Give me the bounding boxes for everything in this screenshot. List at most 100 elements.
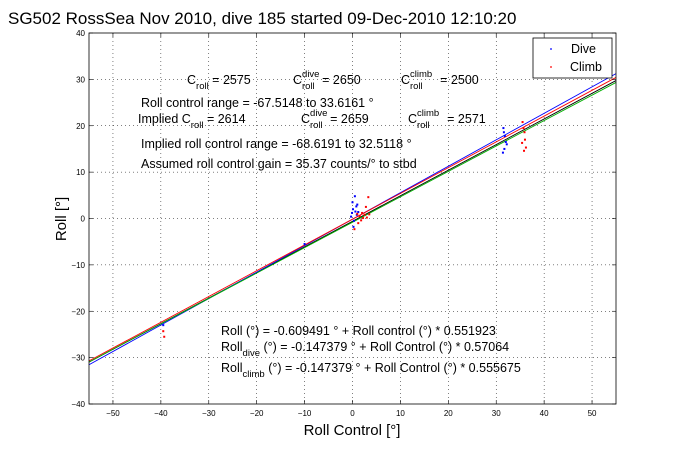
y-tick-label: −20 bbox=[71, 307, 85, 316]
x-tick-label: 10 bbox=[396, 409, 405, 418]
y-tick-label: 30 bbox=[76, 75, 85, 84]
croll-c: C bbox=[187, 73, 196, 87]
y-tick-label: 40 bbox=[76, 29, 85, 38]
dive-point bbox=[502, 131, 505, 134]
eq-climb-post: (°) = -0.147379 ° + Roll Control (°) * 0… bbox=[265, 361, 521, 375]
x-tick-label: −30 bbox=[202, 409, 216, 418]
legend: Dive Climb bbox=[532, 37, 613, 79]
climb-point bbox=[365, 216, 368, 219]
y-tick-label: 0 bbox=[81, 215, 86, 224]
data-points bbox=[162, 121, 527, 338]
y-tick-label: −10 bbox=[71, 261, 85, 270]
chart-title: SG502 RossSea Nov 2010, dive 185 started… bbox=[8, 9, 516, 28]
climb-point bbox=[163, 335, 166, 338]
legend-climb-marker bbox=[550, 66, 552, 68]
x-tick-label: 0 bbox=[350, 409, 355, 418]
dive-point bbox=[352, 219, 355, 222]
eq-dive-sub: dive bbox=[243, 348, 260, 359]
dive-point bbox=[503, 147, 506, 150]
y-tick-label: 20 bbox=[76, 122, 85, 131]
dive-point bbox=[505, 143, 508, 146]
x-tick-label: −40 bbox=[154, 409, 168, 418]
y-tick-label: −30 bbox=[71, 354, 85, 363]
dive-point bbox=[356, 203, 359, 206]
climb-point bbox=[357, 222, 360, 225]
x-tick-label: 40 bbox=[540, 409, 549, 418]
equation-roll: Roll (°) = -0.609491 ° + Roll control (°… bbox=[221, 324, 496, 338]
dive-point bbox=[303, 243, 306, 246]
dive-point bbox=[502, 127, 505, 130]
annotation-gain: Assumed roll control gain = 35.37 counts… bbox=[141, 157, 417, 171]
x-tick-label: 50 bbox=[588, 409, 597, 418]
implied-dive-value: = 2659 bbox=[327, 112, 369, 126]
dive-point bbox=[354, 210, 357, 213]
implied-climb-c: C bbox=[408, 112, 417, 126]
climb-point bbox=[523, 131, 526, 134]
ticks: −50 −40 −30 −20 −10 0 10 20 30 40 50 −40 −30 −20 −10 0 1… bbox=[71, 29, 616, 418]
dive-point bbox=[351, 211, 354, 214]
equation-roll-climb: Rollclimb (°) = -0.147379 ° + Roll Contr… bbox=[221, 361, 521, 380]
climb-point bbox=[521, 121, 524, 124]
croll-dive-sub: roll bbox=[302, 81, 315, 92]
dive-point bbox=[351, 208, 354, 211]
dive-point bbox=[504, 140, 507, 143]
dive-point bbox=[501, 151, 504, 154]
croll-climb-c: C bbox=[401, 73, 410, 87]
x-tick-label: −10 bbox=[298, 409, 312, 418]
climb-point bbox=[162, 330, 165, 333]
eq-dive-pre: Roll bbox=[221, 340, 243, 354]
climb-point bbox=[356, 212, 359, 215]
implied-dive-c: C bbox=[301, 112, 310, 126]
fit-line bbox=[88, 82, 617, 363]
croll-sub: roll bbox=[196, 81, 209, 92]
dive-point bbox=[162, 324, 165, 327]
eq-dive-post: (°) = -0.147379 ° + Roll Control (°) * 0… bbox=[260, 340, 509, 354]
implied-value: = 2614 bbox=[203, 112, 245, 126]
x-tick-label: −50 bbox=[106, 409, 120, 418]
dive-point bbox=[350, 215, 353, 218]
x-axis-label: Roll Control [°] bbox=[304, 422, 401, 439]
dive-point bbox=[353, 195, 356, 198]
x-tick-label: 30 bbox=[492, 409, 501, 418]
x-tick-label: 20 bbox=[444, 409, 453, 418]
climb-point bbox=[368, 213, 371, 216]
dive-point bbox=[351, 201, 354, 204]
climb-point bbox=[363, 213, 366, 216]
climb-point bbox=[367, 196, 370, 199]
plot-area bbox=[89, 33, 616, 404]
y-tick-label: −40 bbox=[71, 400, 85, 409]
climb-point bbox=[353, 228, 356, 231]
dive-point bbox=[357, 211, 360, 214]
climb-point bbox=[521, 141, 524, 144]
climb-point bbox=[361, 211, 364, 214]
fit-lines bbox=[88, 73, 617, 366]
implied-climb-sub: roll bbox=[417, 120, 430, 131]
climb-point bbox=[523, 149, 526, 152]
climb-point bbox=[358, 215, 361, 218]
croll-dive-c: C bbox=[293, 73, 302, 87]
climb-point bbox=[522, 127, 525, 130]
annotation-range: Roll control range = -67.5148 to 33.6161… bbox=[141, 96, 374, 110]
climb-point bbox=[364, 205, 367, 208]
implied-climb-sup: climb bbox=[417, 108, 439, 119]
equation-roll-dive: Rolldive (°) = -0.147379 ° + Roll Contro… bbox=[221, 340, 509, 359]
legend-box bbox=[532, 37, 613, 79]
svg-text:Implied Croll = 2614: Implied Croll = 2614 bbox=[138, 112, 246, 131]
eq-climb-sub: climb bbox=[243, 369, 265, 380]
climb-point bbox=[362, 217, 365, 220]
y-axis-label: Roll [°] bbox=[53, 197, 70, 241]
legend-dive-label: Dive bbox=[571, 42, 596, 56]
dive-point bbox=[503, 134, 506, 137]
legend-climb-label: Climb bbox=[570, 60, 602, 74]
croll-value: = 2575 bbox=[209, 73, 251, 87]
implied-dive-sub: roll bbox=[310, 120, 323, 131]
croll-climb-sup: climb bbox=[410, 69, 432, 80]
croll-dive-sup: dive bbox=[302, 69, 319, 80]
croll-climb-sub: roll bbox=[410, 81, 423, 92]
annotation-implied: Implied Croll = 2614 Cdive roll = 2659 Cc… bbox=[138, 108, 486, 131]
implied-sub: roll bbox=[191, 120, 204, 131]
